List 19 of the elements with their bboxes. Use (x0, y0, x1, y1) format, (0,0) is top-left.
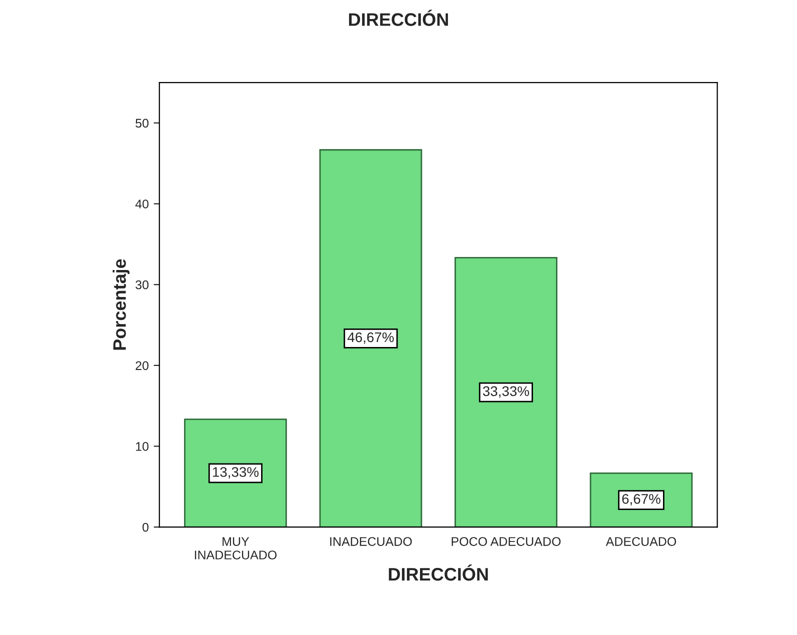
x-tick-label: INADECUADO (330, 537, 412, 546)
y-tick-label: 10 (136, 442, 148, 451)
y-tick-label: 30 (136, 280, 148, 290)
x-tick-label: POCO ADECUADO (452, 537, 561, 546)
x-tick-label: MUY INADECUADO (194, 537, 277, 560)
y-tick-label: 50 (136, 118, 148, 128)
bar (319, 149, 422, 528)
y-axis-title: Porcentaje (112, 259, 130, 350)
chart-title: DIRECCIÓN (349, 10, 448, 26)
y-tick-label: 0 (142, 522, 148, 532)
x-axis-title: DIRECCIÓN (388, 564, 488, 581)
data-label: 13,33% (212, 467, 259, 479)
data-label: 46,67% (347, 332, 394, 344)
y-tick-label: 40 (135, 200, 148, 208)
data-label: 6,67% (622, 494, 660, 506)
y-tick-label: 20 (136, 361, 148, 370)
bar (454, 256, 558, 528)
data-label: 33,33% (482, 386, 530, 398)
x-tick-label: ADECUADO (606, 537, 676, 546)
